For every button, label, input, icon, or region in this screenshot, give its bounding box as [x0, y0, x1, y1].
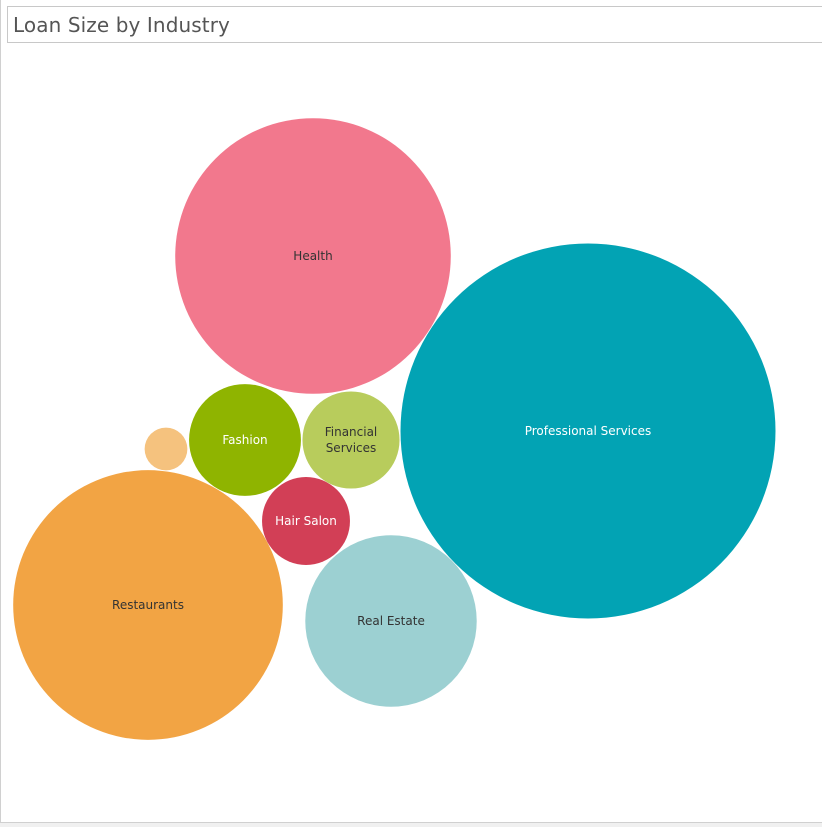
bubble-health[interactable]: Health: [175, 118, 451, 394]
bubble-label-financial-services-1: Services: [326, 441, 377, 455]
bubble-circle-restaurants[interactable]: [13, 470, 283, 740]
bubble-unlabeled-7[interactable]: [144, 427, 188, 471]
bubble-fashion[interactable]: Fashion: [189, 384, 301, 496]
chart-title-bar: Loan Size by Industry: [7, 6, 822, 43]
bubble-restaurants[interactable]: Restaurants: [13, 470, 283, 740]
bubble-circle-health[interactable]: [175, 118, 451, 394]
bubble-circle-unlabeled-7[interactable]: [144, 427, 188, 471]
bubble-hair-salon[interactable]: Hair Salon: [262, 477, 350, 565]
bubble-circle-real-estate[interactable]: [305, 535, 477, 707]
bottom-strip: [0, 823, 822, 827]
bubble-label-restaurants: Restaurants: [112, 598, 184, 612]
bubble-label-health: Health: [293, 249, 332, 263]
bubble-label-real-estate: Real Estate: [357, 614, 425, 628]
bubble-circle-financial-services[interactable]: [302, 391, 400, 489]
bubble-real-estate[interactable]: Real Estate: [305, 535, 477, 707]
bubble-label-hair-salon: Hair Salon: [275, 514, 337, 528]
chart-title: Loan Size by Industry: [13, 13, 230, 37]
bubble-circle-professional-services[interactable]: [400, 243, 776, 619]
bubble-financial-services[interactable]: Financial Services: [302, 391, 400, 489]
bubble-label-fashion: Fashion: [222, 433, 267, 447]
bubble-circle-fashion[interactable]: [189, 384, 301, 496]
bubble-professional-services[interactable]: Professional Services: [400, 243, 776, 619]
bubble-label-financial-services-0: Financial: [325, 425, 378, 439]
bubble-circle-hair-salon[interactable]: [262, 477, 350, 565]
bubble-label-professional-services: Professional Services: [525, 424, 652, 438]
